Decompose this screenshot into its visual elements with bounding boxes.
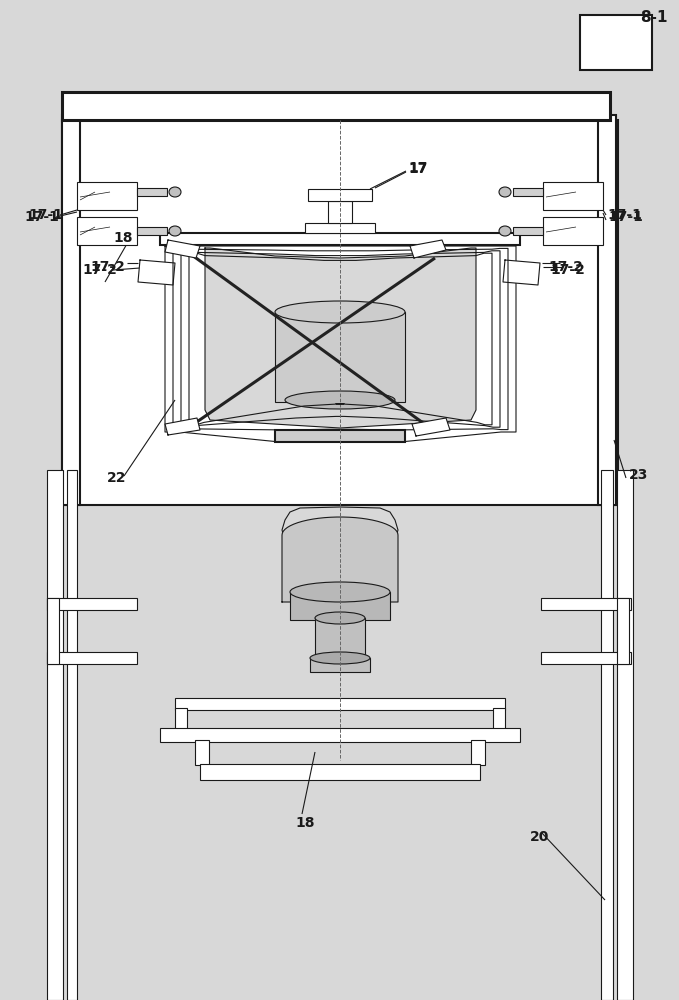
Bar xyxy=(62,115,80,505)
Bar xyxy=(541,652,631,664)
Text: 17-1: 17-1 xyxy=(608,210,643,224)
Text: 17-2: 17-2 xyxy=(82,263,117,277)
Bar xyxy=(47,598,137,610)
Bar xyxy=(310,658,370,672)
Bar xyxy=(77,182,137,210)
Bar xyxy=(305,223,375,233)
Text: 22: 22 xyxy=(107,471,126,485)
Bar xyxy=(175,708,187,730)
Bar xyxy=(175,698,505,710)
Ellipse shape xyxy=(315,612,365,624)
Bar xyxy=(77,217,137,245)
Text: 18: 18 xyxy=(113,231,132,245)
Ellipse shape xyxy=(169,226,181,236)
Bar xyxy=(67,470,77,1000)
Bar xyxy=(328,201,352,223)
Bar xyxy=(62,120,618,505)
Bar xyxy=(617,470,633,1000)
Bar xyxy=(137,227,167,235)
Bar xyxy=(543,217,603,245)
Bar xyxy=(580,15,652,70)
Ellipse shape xyxy=(169,187,181,197)
Bar xyxy=(493,708,505,730)
Bar xyxy=(195,740,209,765)
Bar xyxy=(308,189,372,201)
Bar xyxy=(200,764,480,780)
Text: 17-2: 17-2 xyxy=(90,260,125,274)
Text: 17-2: 17-2 xyxy=(548,260,583,274)
Text: 20: 20 xyxy=(530,830,549,844)
Ellipse shape xyxy=(290,582,390,602)
Bar xyxy=(137,188,167,196)
Bar xyxy=(541,598,631,610)
Bar xyxy=(513,188,543,196)
Ellipse shape xyxy=(499,226,511,236)
Text: 17-2: 17-2 xyxy=(550,263,585,277)
Text: 17-1: 17-1 xyxy=(28,208,63,222)
Polygon shape xyxy=(410,240,446,258)
Bar xyxy=(160,233,520,245)
Bar xyxy=(62,92,610,120)
Polygon shape xyxy=(205,248,476,428)
Text: 17-1: 17-1 xyxy=(24,210,59,224)
Bar xyxy=(543,182,603,210)
Polygon shape xyxy=(412,418,450,436)
Text: 23: 23 xyxy=(629,468,648,482)
Polygon shape xyxy=(165,240,200,258)
Bar xyxy=(160,728,520,742)
Bar xyxy=(617,598,629,664)
Text: 17: 17 xyxy=(408,161,427,175)
Polygon shape xyxy=(503,260,540,285)
Bar xyxy=(598,115,616,505)
Ellipse shape xyxy=(275,301,405,323)
Polygon shape xyxy=(282,517,398,602)
Bar xyxy=(513,227,543,235)
Ellipse shape xyxy=(285,391,395,409)
Text: 17-1: 17-1 xyxy=(607,208,642,222)
Text: 8-1: 8-1 xyxy=(640,9,667,24)
Polygon shape xyxy=(138,260,175,285)
Bar xyxy=(275,312,405,402)
Bar xyxy=(47,652,137,664)
Bar xyxy=(315,618,365,660)
Ellipse shape xyxy=(310,652,370,664)
Bar xyxy=(601,470,613,1000)
Bar xyxy=(275,430,405,442)
Bar xyxy=(471,740,485,765)
Polygon shape xyxy=(165,418,200,435)
Ellipse shape xyxy=(499,187,511,197)
Bar xyxy=(47,470,63,1000)
Text: 17: 17 xyxy=(408,162,427,176)
Bar xyxy=(290,592,390,620)
Text: 18: 18 xyxy=(295,816,314,830)
Bar xyxy=(47,598,59,664)
